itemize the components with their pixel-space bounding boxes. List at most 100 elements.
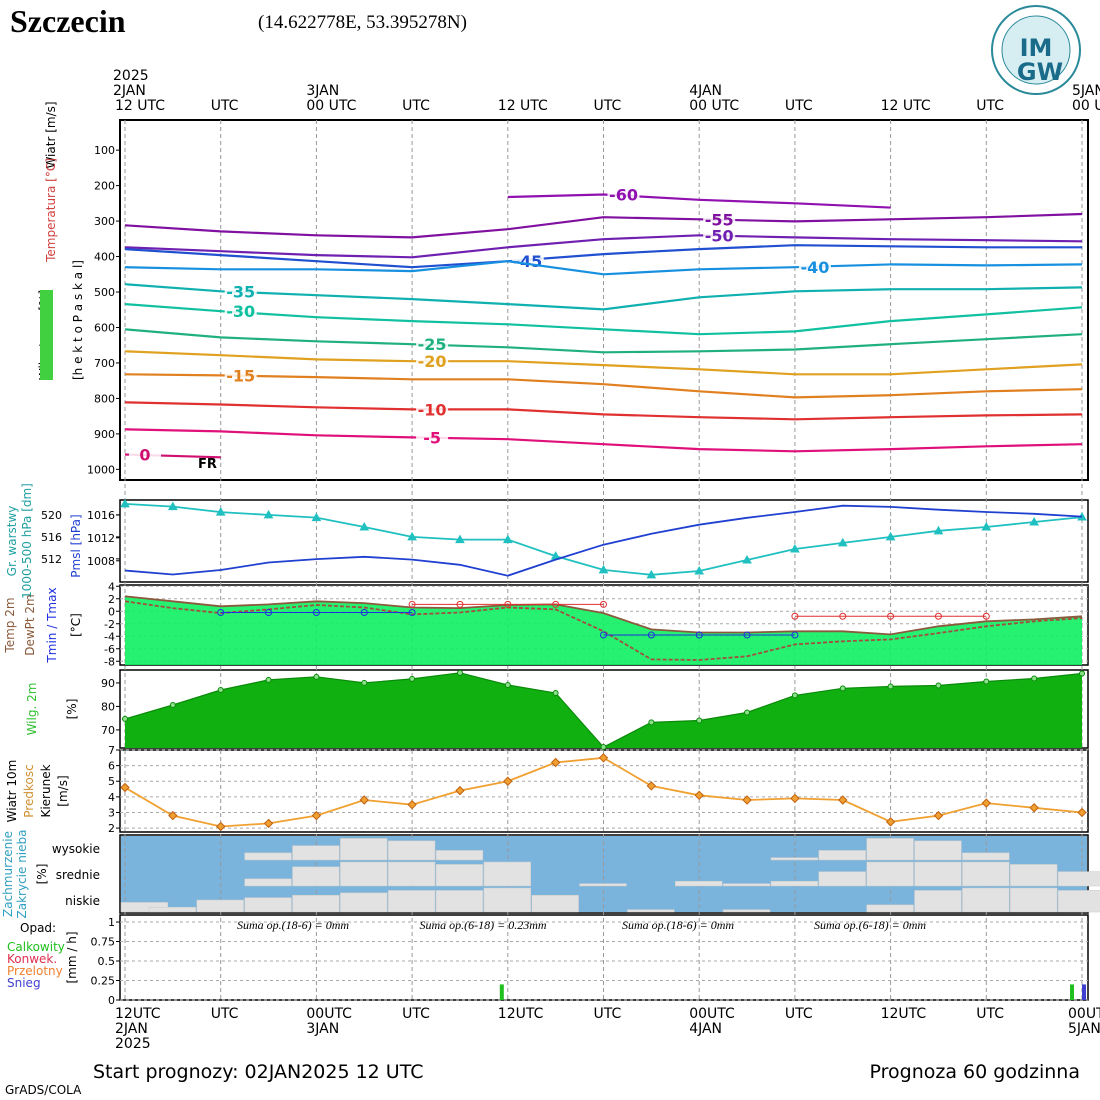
isotherm-label: -5 — [423, 428, 441, 447]
cloud-bar — [531, 894, 579, 913]
legend-entry: Calkowity — [7, 940, 65, 954]
precip-sum: Suma op.(18-6) = 0mm — [622, 918, 734, 932]
y-tick-label: 0.5 — [98, 955, 116, 968]
series-marker — [265, 609, 273, 616]
series-marker — [933, 810, 944, 821]
axis-label: [m/s] — [56, 775, 70, 806]
axis-label: [°C] — [69, 613, 83, 637]
series-marker — [263, 818, 274, 829]
isotherm — [124, 260, 1083, 276]
y-tick-label: 516 — [41, 531, 62, 544]
isotherm-label-bg — [416, 335, 449, 353]
time-label-top: 12 UTC — [498, 98, 548, 114]
isotherm-label: -15 — [226, 366, 255, 385]
isotherm-label: -30 — [226, 302, 255, 321]
series-marker — [598, 564, 609, 574]
humidity-marker — [456, 669, 463, 676]
isotherm-label: 0 — [139, 445, 150, 464]
time-label-top: UTC — [785, 98, 813, 114]
time-label-bottom: 00UTC — [1068, 1006, 1100, 1022]
humidity-marker — [313, 673, 320, 680]
humidity-marker — [935, 682, 942, 689]
cloud-bar — [148, 906, 197, 913]
y-tick-label: 200 — [94, 180, 115, 193]
series-marker — [120, 498, 130, 508]
humidity-marker — [696, 717, 703, 724]
series-marker — [600, 631, 607, 639]
time-label-top: 00 UTC — [1072, 98, 1100, 114]
y-tick-label: 3 — [108, 806, 115, 819]
axis-label: Wilg. 2m — [25, 683, 39, 736]
series-marker — [455, 534, 465, 544]
cloud-bar — [196, 899, 244, 913]
credit: GrADS/COLA — [5, 1083, 82, 1097]
time-label-top: 12 UTC — [115, 98, 165, 114]
series-marker — [646, 569, 657, 579]
y-tick-label: 500 — [94, 286, 115, 299]
axis-label: Gr. warstwy — [5, 506, 19, 577]
cloud-bar — [818, 871, 866, 887]
precip-sum: Suma op.(6-18) = 0mm — [814, 918, 926, 932]
humidity-marker — [169, 702, 176, 709]
isotherm — [124, 328, 1083, 354]
series-marker — [455, 785, 465, 796]
temperature-area — [125, 596, 1082, 665]
y-tick-label: 4 — [108, 580, 115, 593]
y-tick-label: 700 — [94, 357, 115, 370]
series-marker — [981, 798, 992, 808]
isotherm — [124, 283, 1083, 311]
humidity-marker — [361, 679, 368, 686]
isotherm-label: -60 — [609, 185, 638, 204]
series-marker — [311, 512, 322, 522]
panel-frame — [119, 119, 1089, 481]
y-tick-label: -6 — [104, 643, 115, 656]
logo: IM GW — [991, 5, 1081, 95]
time-label-bottom: 2JAN — [115, 1021, 148, 1037]
cloud-bar — [818, 850, 866, 861]
humidity-marker — [983, 678, 990, 685]
cloud-bar — [1057, 871, 1100, 887]
series-marker — [839, 612, 847, 620]
y-tick-label: 6 — [108, 760, 115, 773]
isotherm-label: -50 — [705, 226, 734, 245]
series-marker — [694, 790, 704, 801]
time-label-bottom: UTC — [211, 1006, 239, 1022]
series-marker — [885, 531, 896, 541]
series-line — [412, 603, 987, 617]
cloud-bar — [866, 861, 914, 887]
time-label-bottom: 12UTC — [881, 1006, 927, 1022]
series-marker — [742, 795, 752, 805]
isotherm-label-bg — [224, 282, 257, 300]
series-line — [124, 600, 1083, 661]
series-marker — [647, 631, 655, 639]
series-marker — [885, 817, 896, 827]
humidity-marker — [648, 719, 655, 726]
y-tick-label: 0.75 — [91, 936, 116, 949]
cloud-bar — [962, 887, 1010, 913]
axis-label: [mm / h] — [65, 931, 79, 983]
series-marker — [982, 612, 990, 620]
humidity-key — [40, 290, 53, 380]
series-marker — [407, 799, 417, 810]
humidity-marker — [217, 686, 224, 693]
isotherm-label: -10 — [418, 400, 447, 419]
y-tick-label: 400 — [94, 251, 115, 264]
axis-label: Pmsl [hPa] — [69, 514, 83, 577]
cloud-level-label: srednie — [56, 868, 100, 882]
series-marker — [359, 521, 370, 531]
cloud-bar — [387, 840, 436, 861]
humidity-marker — [122, 715, 128, 722]
humidity-marker — [409, 675, 416, 682]
time-label-top: UTC — [211, 98, 239, 114]
time-label-top: UTC — [402, 98, 430, 114]
series-marker — [120, 782, 130, 793]
logo-text: IM — [1020, 34, 1053, 62]
isotherm-label-bg — [703, 226, 736, 244]
isotherm-label-bg — [416, 400, 449, 418]
axis-label: Temp 2m — [3, 597, 17, 653]
time-label-top: 4JAN — [689, 83, 722, 99]
cloud-bar — [914, 890, 962, 913]
time-label-top: 00 UTC — [306, 98, 356, 114]
axis-label: DewPt 2m — [23, 594, 37, 656]
